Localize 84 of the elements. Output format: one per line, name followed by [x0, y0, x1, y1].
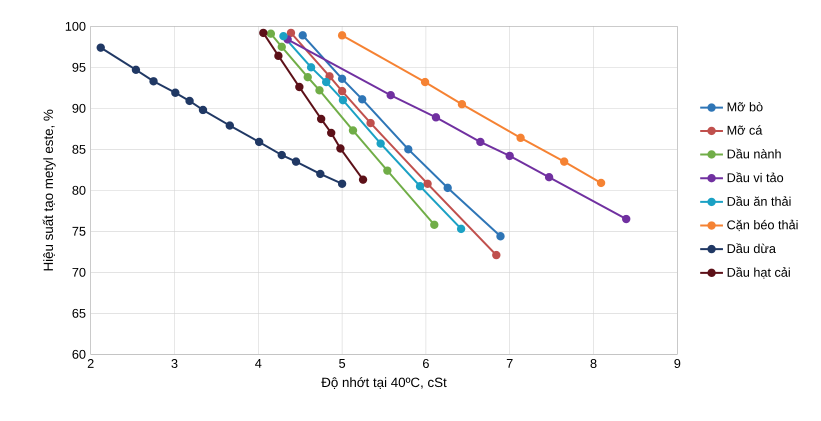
x-axis-title: Độ nhớt tại 40ºC, cSt [321, 377, 447, 389]
x-tick-label: 8 [590, 359, 597, 368]
point [456, 224, 466, 234]
point [386, 91, 395, 100]
point [596, 178, 606, 188]
point [259, 28, 268, 38]
legend-label: Dầu nành [728, 148, 781, 158]
point [198, 106, 208, 114]
point [226, 121, 234, 130]
point [338, 96, 348, 104]
point [274, 52, 283, 60]
point [315, 86, 324, 94]
legend-label: Dầu vi tảo [728, 172, 784, 182]
y-tick-label: 90 [72, 104, 86, 113]
point [383, 166, 392, 175]
y-tick-label: 100 [66, 22, 86, 31]
point [338, 86, 346, 96]
x-tick-label: 9 [674, 359, 680, 368]
point [316, 114, 326, 124]
point [404, 145, 413, 154]
y-tick-label: 80 [72, 186, 86, 195]
point [348, 126, 358, 135]
point [420, 78, 430, 86]
y-tick-label: 85 [72, 144, 86, 154]
x-tick-label: 6 [423, 359, 429, 368]
point [338, 31, 346, 40]
point [279, 32, 288, 40]
point [254, 138, 264, 146]
point [516, 134, 525, 142]
point [492, 250, 501, 260]
point [304, 72, 312, 82]
point [336, 144, 345, 153]
y-tick-label: 60 [72, 350, 86, 359]
point [185, 96, 194, 106]
point [278, 150, 286, 160]
point [338, 74, 346, 84]
legend-label: Dầu hạt cải [728, 266, 790, 279]
x-tick-label: 5 [339, 359, 346, 368]
y-tick-label: 65 [72, 308, 86, 318]
point [423, 180, 432, 188]
y-tick-label: 75 [72, 226, 86, 236]
point [96, 43, 105, 52]
point [338, 180, 346, 188]
y-axis-title: Hiệu suất tạo metyl este, % [42, 110, 56, 270]
legend-label: Dầu ăn thải [728, 196, 791, 206]
point [416, 182, 424, 190]
point [544, 173, 554, 182]
point [430, 220, 438, 229]
y-tick-label: 70 [72, 268, 86, 277]
point [266, 30, 276, 38]
point [286, 28, 296, 38]
x-tick-label: 4 [255, 359, 262, 368]
point [316, 170, 325, 178]
y-tick-label: 95 [72, 62, 86, 72]
point [476, 138, 485, 146]
legend-label: Mỡ cá [728, 125, 762, 135]
point [171, 88, 180, 97]
point [506, 152, 514, 160]
point [325, 72, 334, 81]
point [458, 100, 466, 108]
point [295, 82, 304, 92]
point [358, 175, 368, 184]
point [444, 184, 452, 192]
x-tick-label: 2 [88, 359, 94, 368]
point [560, 157, 568, 166]
point [292, 157, 300, 166]
point [149, 77, 158, 86]
x-tick-label: 7 [506, 359, 513, 368]
point [622, 214, 630, 224]
legend-label: Dầu dừa [728, 243, 776, 254]
point [496, 232, 505, 240]
point [327, 128, 336, 138]
point [376, 139, 385, 148]
point [366, 118, 375, 128]
point [322, 78, 330, 86]
legend-label: Cặn béo thải [727, 220, 798, 232]
point [298, 31, 307, 40]
point [432, 113, 440, 122]
legend-label: Mỡ bò [728, 102, 763, 112]
point [358, 95, 366, 104]
point [306, 63, 316, 72]
point [278, 42, 286, 52]
point [132, 66, 140, 74]
x-tick-label: 3 [171, 359, 178, 368]
